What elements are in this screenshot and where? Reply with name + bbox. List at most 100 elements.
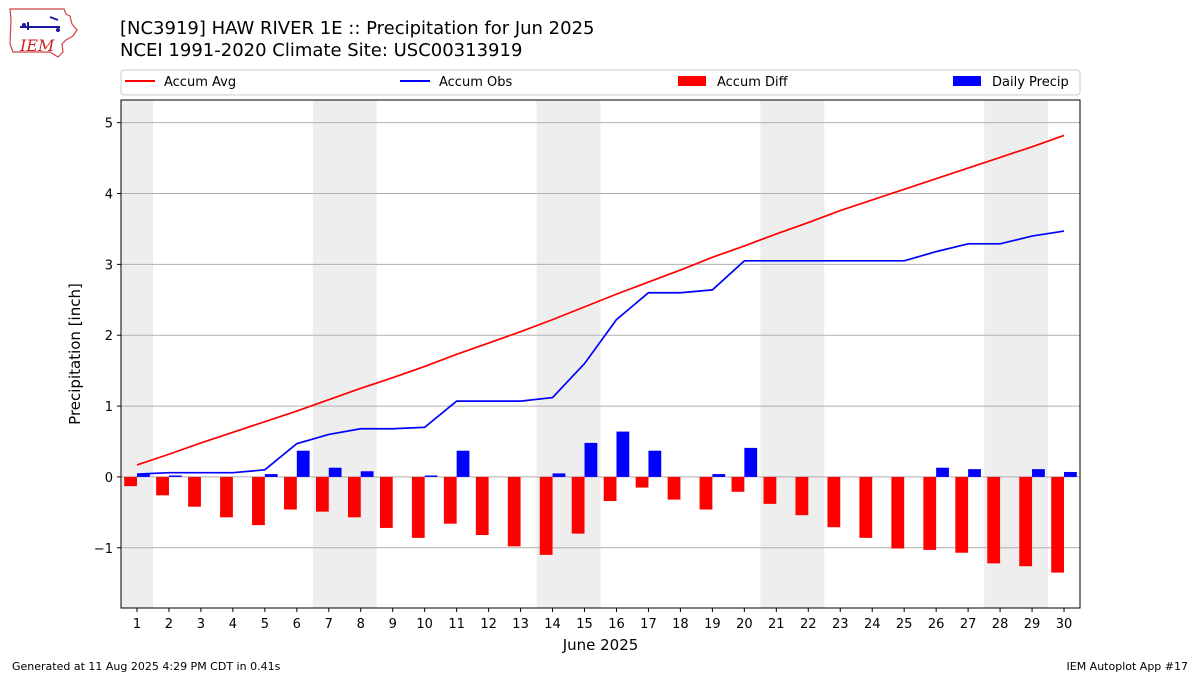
accum-diff-bar bbox=[1019, 476, 1033, 567]
legend-label: Accum Obs bbox=[439, 75, 512, 90]
accum-diff-bar bbox=[539, 476, 553, 555]
x-tick-label: 24 bbox=[864, 617, 881, 632]
x-tick-label: 9 bbox=[389, 617, 397, 632]
accum-diff-bar bbox=[284, 476, 297, 510]
accum-diff-bar bbox=[859, 476, 873, 538]
x-tick-label: 7 bbox=[325, 617, 333, 632]
accum-diff-bar bbox=[603, 476, 617, 502]
daily-precip-bar bbox=[552, 473, 566, 477]
x-tick-label: 11 bbox=[448, 617, 465, 632]
x-tick-label: 16 bbox=[608, 617, 625, 632]
daily-precip-bar bbox=[328, 467, 342, 477]
accum-avg-line bbox=[136, 134, 1065, 466]
x-tick-label: 12 bbox=[480, 617, 497, 632]
x-tick-label: 29 bbox=[1024, 617, 1041, 632]
x-tick-label: 1 bbox=[133, 617, 141, 632]
daily-precip-bar bbox=[936, 467, 949, 477]
accum-diff-bar bbox=[379, 476, 393, 528]
x-tick-label: 3 bbox=[197, 617, 205, 632]
x-tick-label: 27 bbox=[960, 617, 977, 632]
x-tick-label: 22 bbox=[800, 617, 817, 632]
daily-precip-bar bbox=[584, 442, 598, 477]
y-tick-label: 5 bbox=[105, 117, 113, 132]
accum-obs-line bbox=[136, 230, 1065, 475]
daily-precip-bar bbox=[424, 475, 438, 477]
y-tick-label: 2 bbox=[105, 329, 113, 344]
chart-subtitle: NCEI 1991-2020 Climate Site: USC00313919 bbox=[120, 40, 523, 61]
accum-diff-bar bbox=[827, 476, 841, 528]
accum-diff-bar bbox=[763, 476, 777, 504]
x-tick-label: 13 bbox=[512, 617, 529, 632]
x-tick-label: 17 bbox=[640, 617, 657, 632]
daily-precip-bar bbox=[296, 450, 310, 477]
x-tick-label: 8 bbox=[357, 617, 365, 632]
x-tick-label: 30 bbox=[1056, 617, 1073, 632]
daily-precip-bar bbox=[456, 450, 470, 477]
daily-precip-bar bbox=[744, 447, 758, 477]
accum-diff-bar bbox=[891, 476, 905, 549]
y-tick-label: 3 bbox=[105, 258, 113, 273]
x-tick-label: 5 bbox=[261, 617, 269, 632]
weekend-shade bbox=[312, 100, 377, 608]
daily-precip-bar bbox=[168, 475, 182, 477]
accum-diff-bar bbox=[667, 476, 681, 500]
legend-swatch bbox=[678, 76, 706, 86]
legend-label: Daily Precip bbox=[992, 75, 1069, 90]
x-tick-label: 20 bbox=[736, 617, 753, 632]
accum-diff-bar bbox=[731, 476, 745, 492]
x-tick-label: 18 bbox=[672, 617, 689, 632]
logo-text: IEM bbox=[19, 36, 55, 55]
accum-diff-bar bbox=[252, 476, 265, 526]
accum-diff-bar bbox=[1051, 476, 1065, 573]
legend: Accum Avg Accum Obs Accum Diff Daily Precip bbox=[120, 69, 1081, 96]
accum-diff-bar bbox=[635, 476, 649, 488]
daily-precip-bar bbox=[712, 474, 726, 477]
accum-diff-bar bbox=[475, 476, 489, 536]
daily-precip-bar bbox=[136, 474, 150, 477]
footer-app: IEM Autoplot App #17 bbox=[1066, 660, 1189, 673]
daily-precip-bar bbox=[616, 431, 630, 477]
x-tick-label: 19 bbox=[704, 617, 721, 632]
plot-frame bbox=[120, 99, 1081, 609]
x-tick-label: 6 bbox=[293, 617, 301, 632]
y-axis-label: Precipitation [inch] bbox=[66, 283, 84, 425]
x-tick-label: 14 bbox=[544, 617, 561, 632]
y-tick-label: 4 bbox=[105, 188, 113, 203]
y-tick-label: −1 bbox=[94, 542, 113, 557]
y-tick-label: 0 bbox=[105, 471, 113, 486]
accum-diff-bar bbox=[315, 476, 329, 512]
accum-diff-bar bbox=[443, 476, 457, 524]
daily-precip-bar bbox=[264, 474, 278, 477]
daily-precip-bar bbox=[648, 450, 662, 477]
chart-title: [NC3919] HAW RIVER 1E :: Precipitation f… bbox=[120, 18, 595, 39]
accum-diff-bar bbox=[220, 476, 233, 518]
accum-diff-bar bbox=[699, 476, 713, 510]
x-tick-label: 26 bbox=[928, 617, 945, 632]
x-tick-label: 2 bbox=[165, 617, 173, 632]
accum-diff-bar bbox=[347, 476, 361, 518]
x-axis-label: June 2025 bbox=[562, 636, 639, 654]
x-tick-label: 23 bbox=[832, 617, 849, 632]
legend-box bbox=[120, 69, 1081, 96]
daily-precip-bar bbox=[1032, 469, 1045, 477]
accum-diff-bar bbox=[571, 476, 585, 534]
legend-label: Accum Avg bbox=[164, 75, 236, 90]
legend-label: Accum Diff bbox=[717, 75, 789, 90]
x-tick-label: 28 bbox=[992, 617, 1009, 632]
legend-swatch bbox=[953, 76, 981, 86]
iem-logo: IEM bbox=[9, 8, 78, 58]
weekend-shade bbox=[760, 100, 825, 608]
accum-diff-bar bbox=[507, 476, 521, 547]
accum-diff-bar bbox=[987, 476, 1001, 564]
footer-generated: Generated at 11 Aug 2025 4:29 PM CDT in … bbox=[12, 660, 281, 673]
x-tick-label: 10 bbox=[416, 617, 433, 632]
x-tick-label: 21 bbox=[768, 617, 785, 632]
accum-diff-bar bbox=[156, 476, 169, 496]
y-tick-label: 1 bbox=[105, 400, 113, 415]
x-tick-label: 15 bbox=[576, 617, 593, 632]
daily-precip-bar bbox=[968, 469, 981, 477]
accum-diff-bar bbox=[923, 476, 937, 550]
daily-precip-bar bbox=[360, 471, 374, 477]
